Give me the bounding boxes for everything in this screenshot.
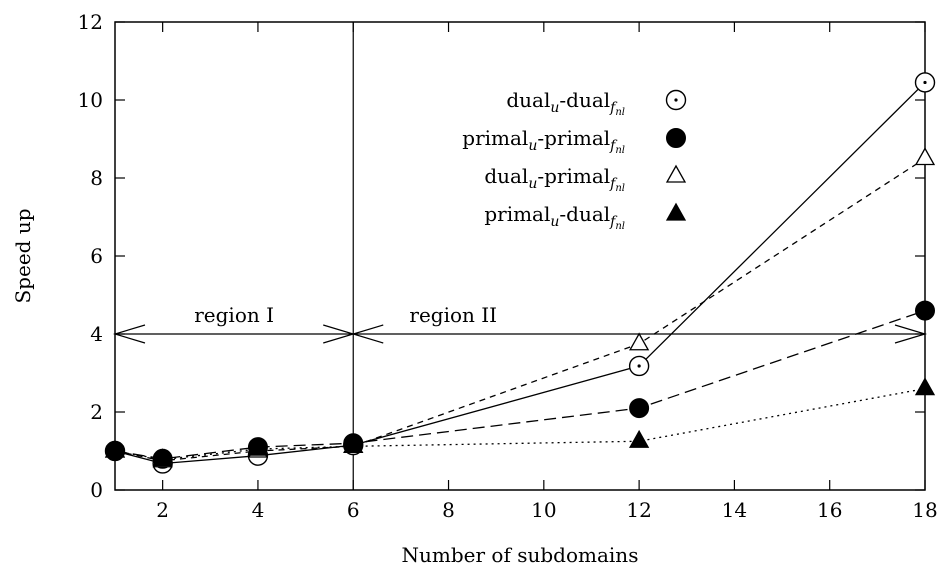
legend-entry-4: primalu-dualfnl [484, 202, 625, 232]
y-tick-label: 6 [90, 244, 103, 268]
y-tick-label: 8 [90, 166, 103, 190]
data-point [914, 377, 936, 396]
region-2-arrow-head-right [894, 324, 928, 344]
y-tick-label: 2 [90, 400, 103, 424]
series-line [114, 157, 926, 462]
region-2-label: region II [409, 303, 497, 327]
legend-entry-3: dualu-primalfnl [484, 164, 625, 194]
data-point-dot [923, 80, 927, 85]
series-4-points [104, 377, 936, 467]
data-point [152, 448, 173, 467]
axes: 2 4 6 8 10 12 14 16 18 0 2 4 6 8 10 12 Number of subdoma… [11, 10, 938, 567]
x-axis-label: Number of subdomains [402, 543, 639, 567]
region-1-label: region I [194, 303, 274, 327]
data-point [247, 437, 269, 456]
x-tick-label: 18 [912, 498, 937, 522]
y-tick-label: 4 [90, 322, 103, 346]
y-tick-label: 0 [90, 478, 103, 502]
x-tick-label: 16 [817, 498, 842, 522]
region-1-arrow-head-left [112, 324, 146, 344]
data-point [915, 300, 935, 321]
legend-marker-dot [674, 98, 678, 102]
data-point [629, 332, 650, 351]
x-tick-label: 10 [531, 498, 556, 522]
series-2 [114, 309, 926, 460]
legend-entry-1: dualu-dualfnl [506, 88, 625, 118]
data-point [629, 398, 650, 419]
x-tick-label: 2 [156, 498, 169, 522]
data-point [343, 434, 364, 453]
y-axis-label: Speed up [11, 208, 35, 303]
y-tick-label: 10 [78, 88, 103, 112]
legend-marker [666, 128, 686, 148]
data-series [104, 72, 936, 474]
x-tick-label: 4 [252, 498, 265, 522]
x-tick-label: 14 [722, 498, 747, 522]
data-point-dot [637, 364, 641, 368]
series-line [114, 309, 926, 460]
region-2-arrow-head-left [351, 324, 384, 344]
x-tick-label: 6 [347, 498, 360, 522]
series-3 [114, 157, 926, 462]
legend-marker [665, 202, 687, 221]
legend-entry-2: primalu-primalfnl [462, 126, 625, 156]
legend-marker [665, 164, 687, 183]
y-tick-label: 12 [78, 10, 103, 34]
x-tick-label: 8 [442, 498, 455, 522]
data-point [104, 439, 126, 458]
legend: dualu-dualfnl primalu-primalfnl dualu-prim… [462, 88, 687, 232]
data-point [629, 429, 650, 448]
x-tick-label: 12 [626, 498, 651, 522]
data-point [914, 147, 936, 166]
